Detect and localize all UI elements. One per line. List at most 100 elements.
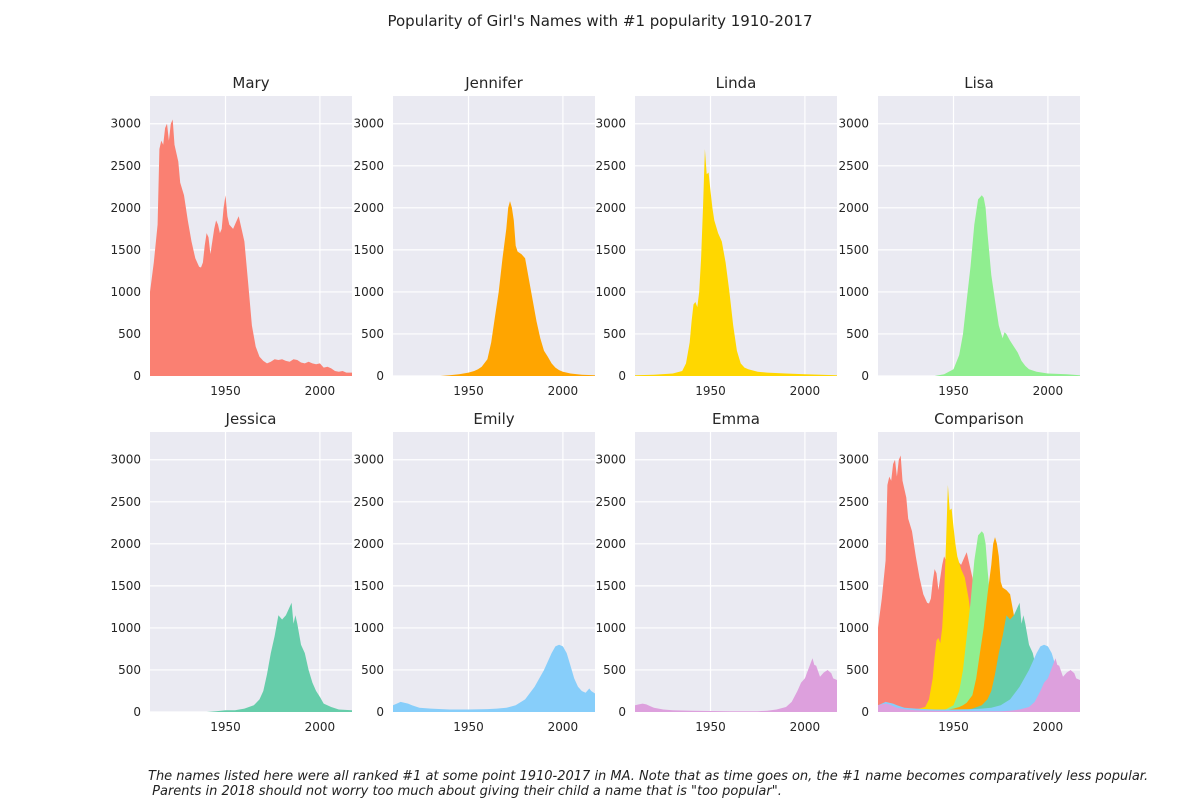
y-tick-label: 0 [376, 705, 384, 719]
y-tick-label: 500 [603, 663, 626, 677]
y-tick-label: 1000 [110, 621, 141, 635]
y-tick-label: 1000 [110, 285, 141, 299]
x-tick-label: 1950 [938, 384, 969, 398]
y-tick-label: 1000 [353, 285, 384, 299]
panel-title-mary: Mary [232, 74, 269, 92]
y-tick-label: 3000 [110, 117, 141, 131]
panel-title-jessica: Jessica [225, 410, 277, 428]
x-tick-label: 1950 [453, 720, 484, 734]
y-tick-label: 2500 [838, 159, 869, 173]
y-tick-label: 1000 [838, 285, 869, 299]
y-tick-label: 2500 [110, 495, 141, 509]
panel-lisa: Lisa 0 500 1000 1500 2000 2500 3000 1950 2000 [838, 74, 1080, 398]
x-tick-label: 1950 [453, 384, 484, 398]
y-tick-label: 3000 [353, 117, 384, 131]
panel-jessica: Jessica 0 500 1000 1500 2000 2500 3000 1950 2000 [110, 410, 352, 734]
y-tick-label: 500 [118, 327, 141, 341]
y-tick-label: 3000 [838, 117, 869, 131]
plot-background [150, 432, 352, 712]
x-tick-label: 1950 [210, 384, 241, 398]
y-tick-label: 1500 [595, 243, 626, 257]
area-emma [878, 658, 1080, 712]
panel-title-linda: Linda [716, 74, 757, 92]
x-tick-label: 2000 [305, 720, 336, 734]
y-tick-label: 3000 [595, 117, 626, 131]
x-tick-label: 1950 [695, 720, 726, 734]
panel-title-emily: Emily [473, 410, 514, 428]
panel-jennifer: Jennifer 0 500 1000 1500 2000 2500 3000 1950 2000 [353, 74, 595, 398]
area-emily [393, 644, 595, 712]
panel-title-lisa: Lisa [964, 74, 994, 92]
y-tick-label: 1500 [353, 579, 384, 593]
y-tick-label: 1500 [353, 243, 384, 257]
y-tick-label: 1500 [110, 243, 141, 257]
y-tick-label: 0 [618, 369, 626, 383]
y-tick-label: 1500 [110, 579, 141, 593]
y-tick-label: 500 [846, 663, 869, 677]
area-emma [635, 658, 837, 712]
y-tick-label: 1500 [838, 579, 869, 593]
y-tick-label: 3000 [595, 453, 626, 467]
y-tick-label: 1000 [838, 621, 869, 635]
y-tick-label: 2000 [110, 537, 141, 551]
y-tick-label: 0 [133, 369, 141, 383]
footnote-line-1: The names listed here were all ranked #1… [148, 769, 1149, 784]
y-tick-label: 0 [133, 705, 141, 719]
x-tick-label: 2000 [1033, 720, 1064, 734]
area-lisa [878, 531, 1080, 712]
panel-title-jennifer: Jennifer [464, 74, 523, 92]
y-tick-label: 2500 [838, 495, 869, 509]
x-tick-label: 2000 [548, 720, 579, 734]
panel-comparison: Comparison 0 500 1000 1500 2000 2500 3000 1950 20… [838, 410, 1080, 734]
y-tick-label: 2500 [353, 495, 384, 509]
footnote-line-2: Parents in 2018 should not worry too muc… [148, 784, 782, 799]
y-tick-label: 2000 [838, 201, 869, 215]
x-tick-label: 1950 [210, 720, 241, 734]
x-tick-label: 2000 [548, 384, 579, 398]
y-tick-label: 2000 [353, 537, 384, 551]
y-tick-label: 2000 [838, 537, 869, 551]
y-tick-label: 1500 [595, 579, 626, 593]
y-tick-label: 1000 [595, 285, 626, 299]
area-jennifer [393, 201, 595, 376]
y-tick-label: 3000 [110, 453, 141, 467]
panel-emma: Emma 0 500 1000 1500 2000 2500 3000 1950 2000 [595, 410, 837, 734]
y-tick-label: 3000 [838, 453, 869, 467]
y-tick-label: 500 [603, 327, 626, 341]
panel-emily: Emily 0 500 1000 1500 2000 2500 3000 1950 2000 [353, 410, 595, 734]
x-tick-label: 2000 [790, 384, 821, 398]
y-tick-label: 1500 [838, 243, 869, 257]
y-tick-label: 2500 [110, 159, 141, 173]
y-tick-label: 2500 [353, 159, 384, 173]
y-tick-label: 0 [618, 705, 626, 719]
y-tick-label: 500 [361, 327, 384, 341]
panel-mary: Mary 0 500 1000 1500 2000 2500 3000 1950 2000 [110, 74, 352, 398]
y-tick-label: 0 [861, 705, 869, 719]
y-tick-label: 2000 [110, 201, 141, 215]
x-tick-label: 2000 [790, 720, 821, 734]
area-lisa [878, 195, 1080, 376]
y-tick-label: 500 [361, 663, 384, 677]
footnote: The names listed here were all ranked #1… [148, 769, 1168, 799]
y-tick-label: 500 [846, 327, 869, 341]
plot-background [635, 96, 837, 376]
area-jessica [150, 602, 352, 712]
area-emily [878, 644, 1080, 712]
y-tick-label: 2000 [353, 201, 384, 215]
area-mary [150, 119, 352, 376]
y-tick-label: 0 [376, 369, 384, 383]
y-tick-label: 0 [861, 369, 869, 383]
x-tick-label: 1950 [695, 384, 726, 398]
area-mary [878, 455, 1080, 712]
y-tick-label: 2000 [595, 201, 626, 215]
panel-title-emma: Emma [712, 410, 760, 428]
chart-title: Popularity of Girl's Names with #1 popul… [387, 12, 813, 30]
y-tick-label: 3000 [353, 453, 384, 467]
panel-title-comparison: Comparison [934, 410, 1024, 428]
y-tick-label: 2000 [595, 537, 626, 551]
x-tick-label: 1950 [938, 720, 969, 734]
y-tick-label: 500 [118, 663, 141, 677]
x-tick-label: 2000 [1033, 384, 1064, 398]
area-jennifer [878, 537, 1080, 712]
